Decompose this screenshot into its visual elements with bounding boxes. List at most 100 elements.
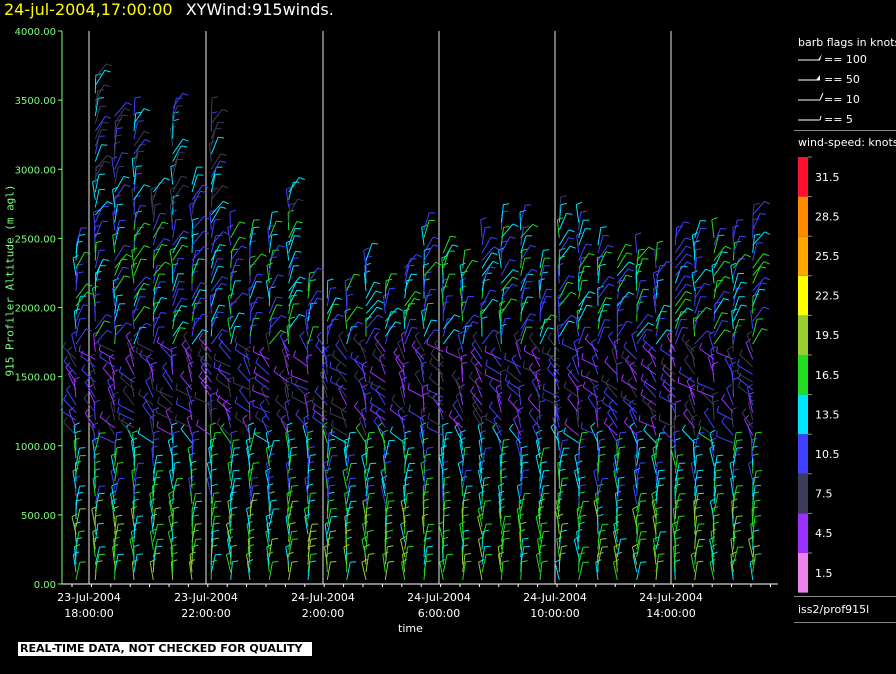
wind-barb <box>245 440 251 459</box>
wind-barb <box>578 432 583 451</box>
wind-barb-feather <box>328 491 335 494</box>
wind-barb <box>651 493 657 512</box>
wind-barb <box>152 455 158 474</box>
wind-barb <box>438 524 444 542</box>
wind-barb-feather <box>335 377 341 384</box>
wind-barb-feather <box>732 468 739 472</box>
wind-barb-feather <box>683 221 690 224</box>
wind-barb <box>210 206 221 223</box>
wind-barb-feather <box>131 262 138 266</box>
wind-barb-feather <box>211 111 218 114</box>
wind-barb-feather <box>232 376 235 383</box>
wind-barb-feather <box>600 538 607 540</box>
wind-barb-feather <box>310 538 317 540</box>
wind-barb <box>575 204 580 223</box>
wind-barb <box>248 402 251 421</box>
wind-barb <box>498 501 502 520</box>
wind-barb <box>210 153 222 170</box>
wind-barb-feather <box>651 490 658 495</box>
wind-barb <box>539 493 544 512</box>
wind-barb <box>365 531 369 550</box>
wind-barb <box>575 409 580 428</box>
wind-barb-feather <box>543 249 550 251</box>
wind-barb <box>107 388 116 406</box>
wind-barb-feather <box>632 543 638 548</box>
wind-barb <box>346 562 351 580</box>
legend-divider-station <box>794 622 896 623</box>
wind-barb <box>380 471 386 489</box>
wind-barb <box>75 304 84 322</box>
wind-barb-feather <box>716 430 718 437</box>
wind-barb <box>442 244 453 261</box>
wind-barb <box>500 561 504 580</box>
wind-barb <box>442 250 450 269</box>
wind-barb <box>306 356 309 375</box>
wind-barb <box>404 327 413 345</box>
wind-barb <box>184 350 193 368</box>
wind-barb <box>557 463 560 482</box>
wind-barb-feather <box>478 490 485 495</box>
wind-barb <box>752 501 756 520</box>
wind-barb <box>172 327 181 345</box>
wind-barb <box>713 251 723 269</box>
wind-barb-feather <box>402 361 409 365</box>
wind-barb <box>745 342 754 360</box>
x-tick-time: 6:00:00 <box>418 607 460 620</box>
wind-barb <box>245 554 251 573</box>
wind-barb <box>655 329 668 345</box>
wind-barb <box>750 310 754 329</box>
wind-barb-feather <box>426 383 429 390</box>
wind-barb <box>404 531 408 550</box>
wind-barb-feather <box>276 220 283 223</box>
wind-barb-feather <box>657 240 664 243</box>
wind-barb <box>194 397 212 406</box>
wind-barb <box>677 382 695 391</box>
wind-barb <box>384 546 388 565</box>
wind-barb <box>446 351 463 360</box>
wind-barb <box>423 303 429 322</box>
wind-barb <box>94 546 100 565</box>
wind-barb <box>114 524 119 542</box>
wind-barb-feather <box>599 263 606 266</box>
wind-barb <box>137 343 154 353</box>
wind-barb-feather <box>101 129 108 131</box>
wind-barb-feather <box>345 536 352 540</box>
wind-barb-feather <box>503 287 510 289</box>
wind-barb-feather <box>621 374 624 381</box>
wind-barb <box>384 440 390 459</box>
wind-barb-feather <box>199 289 206 292</box>
wind-barb <box>623 346 638 360</box>
wind-barb-feather <box>292 538 299 540</box>
wind-barb <box>499 371 502 390</box>
wind-barb-feather <box>586 243 593 246</box>
wind-barb <box>65 389 77 406</box>
wind-barb <box>495 334 502 352</box>
wind-barb <box>652 447 657 466</box>
wind-barb-feather <box>677 376 680 383</box>
y-tick-label: 2500.00 <box>15 234 56 245</box>
wind-barb <box>208 447 212 466</box>
wind-barb-feather <box>60 404 64 411</box>
wind-barb <box>480 219 483 238</box>
wind-barb <box>365 282 375 299</box>
wind-barb-feather <box>220 153 227 156</box>
wind-barb-feather <box>455 376 461 382</box>
wind-barb-feather <box>171 453 178 456</box>
wind-barb <box>344 310 348 329</box>
wind-barb-feather <box>446 431 453 434</box>
wind-barb <box>169 189 174 208</box>
wind-barb <box>666 335 676 352</box>
wind-barb <box>114 220 121 238</box>
wind-barb-feather <box>265 467 272 472</box>
wind-barb <box>382 455 386 474</box>
wind-barb <box>660 378 676 391</box>
wind-barb-feather <box>86 283 93 287</box>
wind-barb <box>172 478 178 497</box>
wind-barb-feather <box>695 248 702 251</box>
wind-barb-feather <box>168 490 175 495</box>
wind-barb <box>404 463 410 482</box>
wind-barb <box>114 152 123 170</box>
wind-barb <box>693 500 696 520</box>
wind-barb <box>200 359 212 375</box>
wind-barb-feather <box>698 419 702 426</box>
